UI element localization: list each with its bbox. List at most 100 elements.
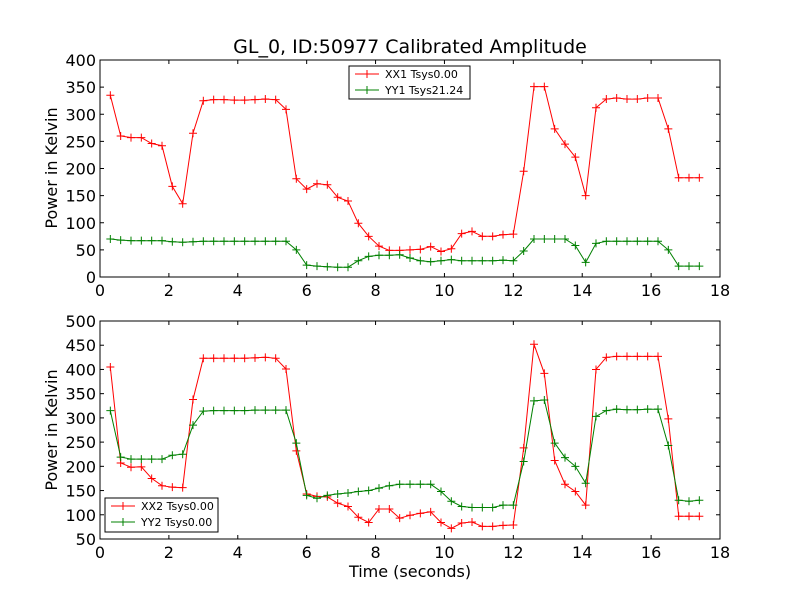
data-point	[437, 487, 445, 496]
series-line	[109, 344, 700, 529]
data-point	[612, 405, 621, 414]
data-point	[189, 237, 197, 246]
data-point	[230, 354, 239, 363]
data-point	[385, 481, 394, 490]
legend-1: XX2 Tsys0.00 YY2 Tsys0.00	[104, 497, 219, 533]
series-line	[109, 399, 700, 508]
data-point	[282, 406, 290, 415]
data-point	[695, 512, 704, 521]
series-1-1	[106, 395, 704, 512]
data-point	[168, 483, 177, 492]
data-point	[178, 199, 187, 208]
data-point	[375, 251, 383, 260]
data-point	[406, 245, 414, 254]
data-point	[251, 406, 259, 415]
data-point	[478, 503, 487, 512]
data-point	[478, 232, 487, 241]
legend-marker	[119, 518, 127, 526]
data-point	[271, 237, 280, 246]
data-point	[592, 365, 600, 374]
data-point	[127, 463, 135, 472]
y-tick-label: 50	[76, 241, 96, 260]
data-point	[271, 354, 280, 363]
data-point	[592, 412, 600, 421]
data-point	[457, 229, 466, 238]
data-point	[592, 239, 600, 248]
data-point	[158, 455, 166, 464]
data-point	[106, 406, 115, 415]
data-point	[426, 480, 435, 489]
data-point	[623, 352, 631, 361]
y-tick-label: 300	[65, 105, 96, 124]
data-point	[230, 237, 239, 246]
data-point	[602, 95, 611, 104]
data-point	[406, 480, 414, 489]
data-point	[499, 230, 507, 239]
y-tick-label: 350	[65, 385, 96, 404]
data-point	[612, 237, 621, 246]
series-0-1	[106, 235, 704, 272]
data-point	[426, 242, 435, 251]
x-tick-label: 8	[370, 281, 380, 300]
legend-label: XX2 Tsys0.00	[141, 500, 214, 513]
data-point	[199, 354, 208, 363]
data-point	[406, 511, 414, 520]
data-point	[323, 180, 332, 189]
y-tick-label: 150	[65, 187, 96, 206]
data-point	[685, 173, 693, 182]
data-point	[664, 441, 673, 450]
legend-marker	[363, 86, 371, 94]
data-point	[571, 487, 580, 496]
data-point	[127, 133, 135, 142]
data-point	[116, 131, 125, 140]
data-point	[664, 124, 673, 133]
data-point	[364, 252, 373, 261]
data-point	[643, 237, 652, 246]
x-tick-label: 12	[503, 281, 523, 300]
data-point	[240, 96, 249, 105]
data-point	[530, 235, 538, 244]
data-point	[199, 407, 208, 416]
y-axis-label-top: Power in Kelvin	[42, 107, 61, 228]
data-point	[230, 96, 239, 105]
data-point	[633, 95, 642, 104]
data-point	[178, 483, 187, 492]
data-point	[127, 236, 135, 245]
data-point	[643, 405, 652, 414]
data-point	[447, 497, 456, 506]
data-point	[261, 95, 270, 104]
data-point	[612, 352, 621, 361]
data-point	[302, 185, 311, 194]
data-point	[488, 522, 497, 531]
y-axis-label-bottom: Power in Kelvin	[42, 369, 61, 490]
series-line	[109, 86, 700, 253]
data-point	[674, 262, 683, 271]
y-tick-label: 200	[65, 457, 96, 476]
data-point	[540, 395, 549, 404]
data-point	[623, 95, 631, 104]
data-point	[106, 91, 115, 100]
y-tick-label: 250	[65, 132, 96, 151]
y-tick-label: 500	[65, 312, 96, 331]
data-point	[364, 232, 373, 241]
data-point	[116, 453, 125, 462]
data-point	[416, 245, 425, 254]
data-point	[220, 406, 228, 415]
data-point	[654, 405, 662, 414]
data-point	[406, 254, 414, 263]
y-tick-label: 100	[65, 506, 96, 525]
data-point	[530, 340, 538, 349]
data-point	[571, 462, 580, 471]
data-point	[488, 256, 497, 265]
data-point	[189, 129, 197, 138]
data-point	[416, 480, 425, 489]
plot-frame	[99, 320, 721, 540]
chart-panel-1: 0 2 4 6 8 10 12 14 16 18 50 100 150 200 250 300 350 400 45…	[65, 312, 730, 562]
data-point	[561, 480, 569, 489]
data-point	[147, 236, 156, 245]
data-point	[654, 352, 662, 361]
data-point	[158, 481, 166, 490]
y-tick-label: 300	[65, 409, 96, 428]
data-point	[499, 501, 507, 510]
data-point	[137, 236, 146, 245]
